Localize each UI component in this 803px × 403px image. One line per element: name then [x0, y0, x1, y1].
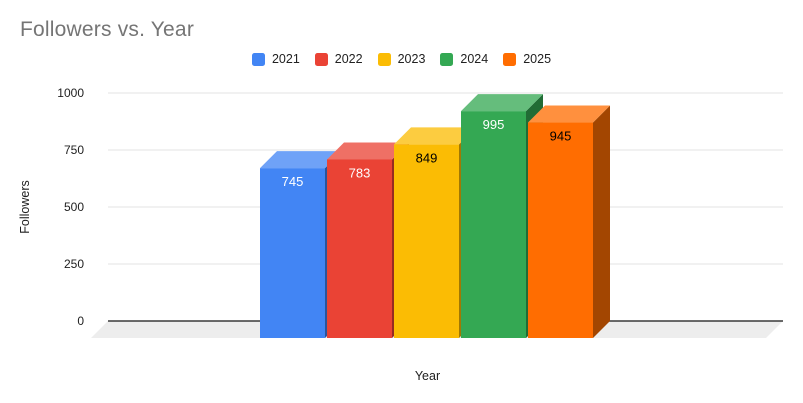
- legend-label: 2022: [334, 52, 363, 66]
- y-axis-title: Followers: [18, 180, 32, 234]
- legend: 2021 2022 2023 2024 2025: [0, 52, 803, 66]
- svg-text:750: 750: [64, 143, 84, 157]
- legend-swatch-icon: [440, 52, 454, 66]
- svg-text:250: 250: [64, 257, 84, 271]
- legend-label: 2024: [460, 52, 489, 66]
- chart-title: Followers vs. Year: [20, 18, 195, 41]
- legend-item: 2023: [377, 52, 426, 66]
- legend-label: 2021: [271, 52, 300, 66]
- legend-label: 2025: [523, 52, 552, 66]
- svg-text:1000: 1000: [57, 86, 84, 100]
- legend-item: 2024: [440, 52, 488, 66]
- legend-swatch-icon: [377, 52, 391, 66]
- svg-text:0: 0: [77, 314, 84, 328]
- legend-item: 2021: [251, 52, 300, 66]
- legend-swatch-icon: [503, 52, 517, 66]
- legend-item: 2022: [314, 52, 363, 66]
- bar-2025: 945: [528, 105, 610, 338]
- value-label-2021: 745: [282, 174, 304, 189]
- legend-swatch-icon: [314, 52, 328, 66]
- svg-text:500: 500: [64, 200, 84, 214]
- value-label-2025: 945: [550, 129, 572, 144]
- legend-item: 2025: [503, 52, 551, 66]
- x-axis-title: Year: [414, 369, 441, 383]
- value-label-2023: 849: [416, 150, 438, 165]
- legend-swatch-icon: [251, 52, 265, 66]
- value-label-2024: 995: [483, 117, 505, 132]
- y-axis-tick-labels: 0 250 500 750 1000: [57, 86, 84, 328]
- value-label-2022: 783: [349, 165, 371, 180]
- legend-label: 2023: [397, 52, 426, 66]
